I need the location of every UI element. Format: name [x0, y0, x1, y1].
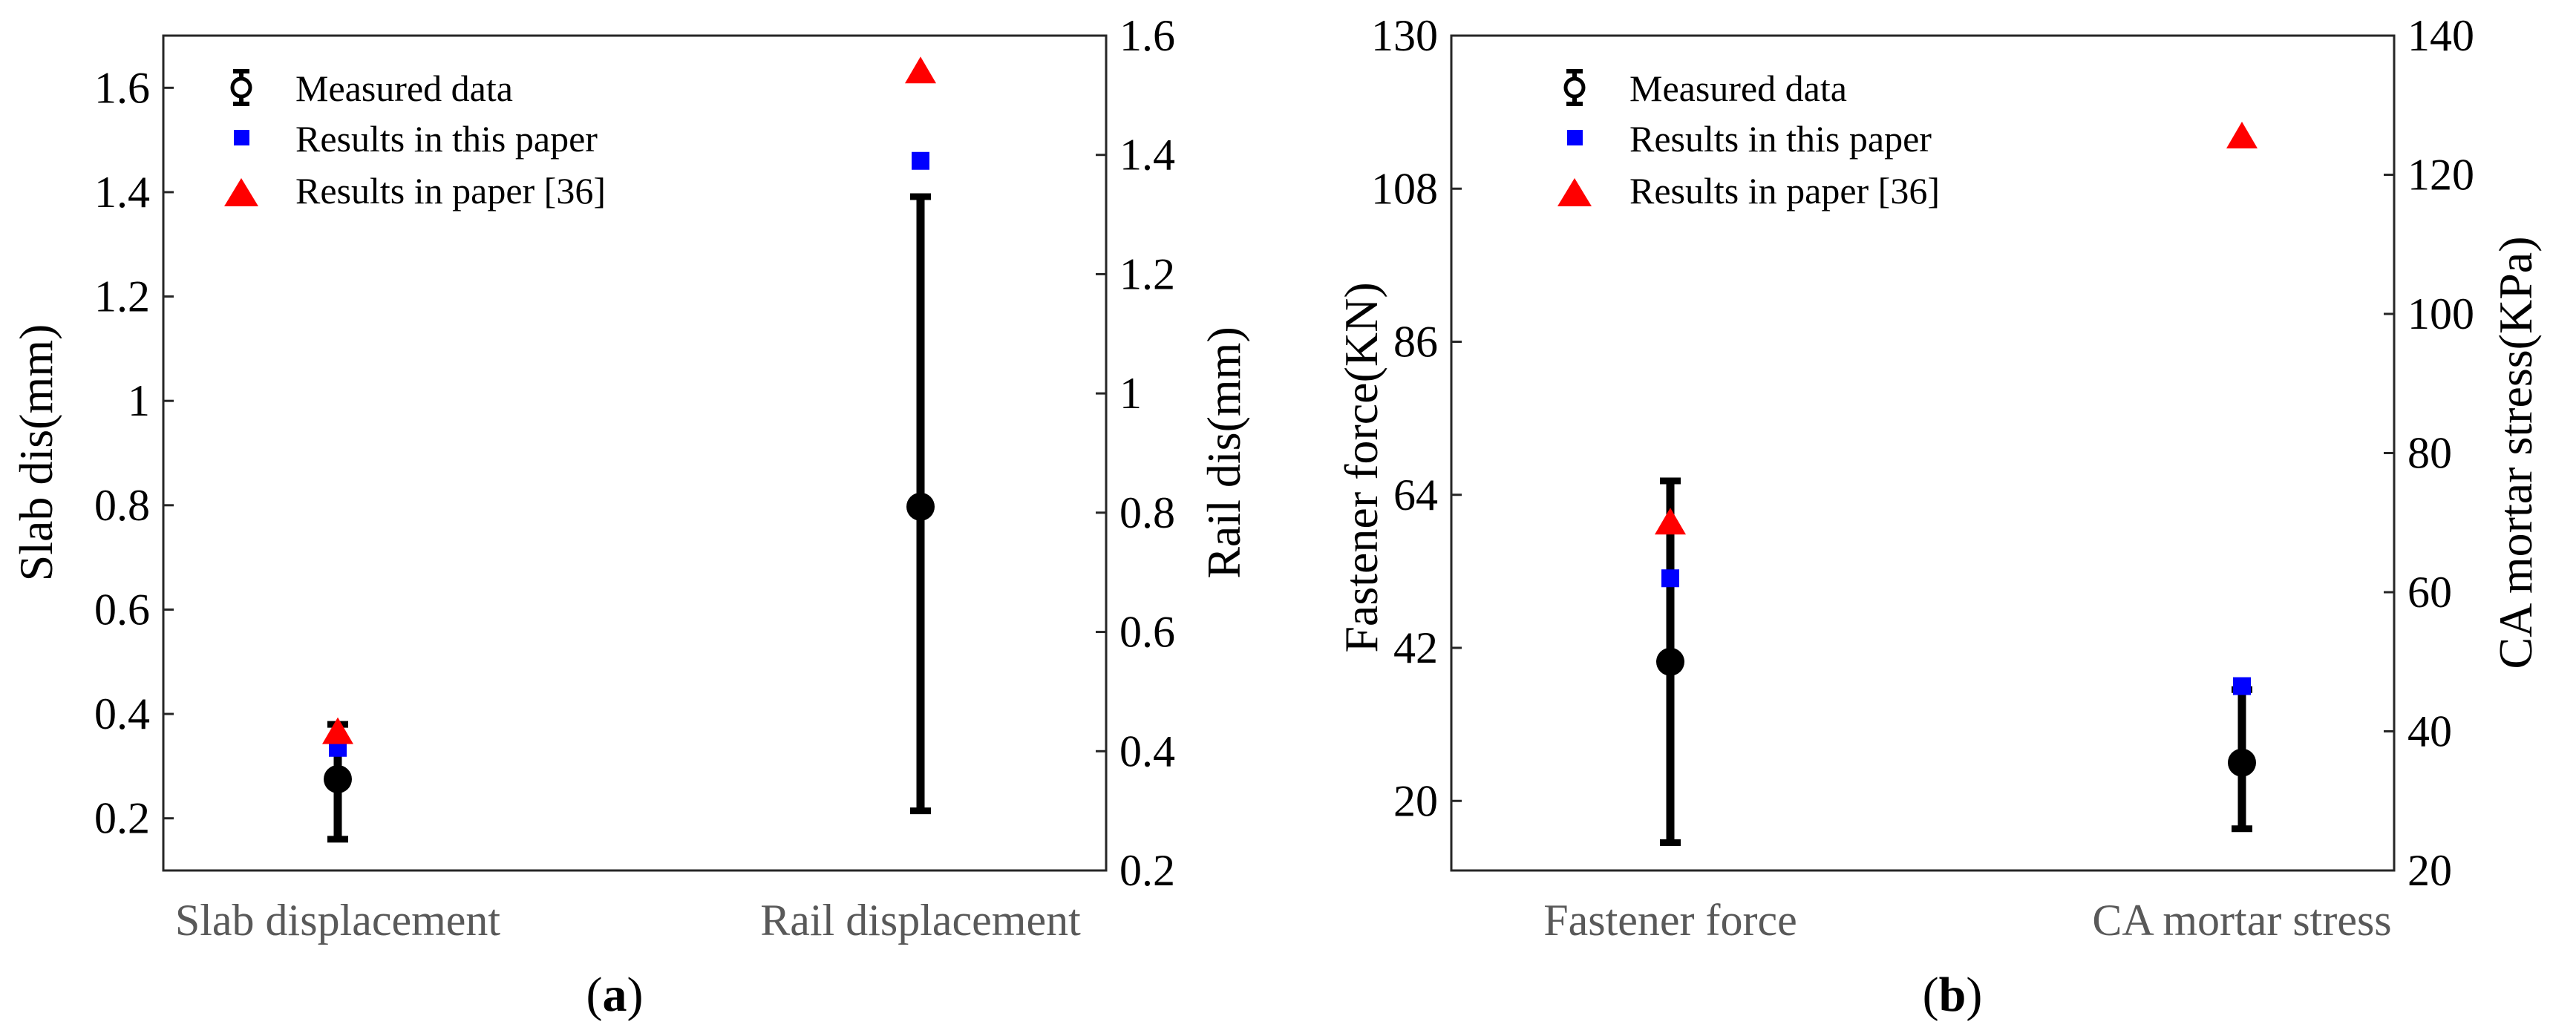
this-paper-point [912, 151, 929, 170]
panel-a-category-label-0: Slab displacement [175, 896, 501, 945]
left-tick-label: 108 [1371, 164, 1438, 213]
right-tick-label: 1.4 [1119, 131, 1175, 180]
measured-point [324, 764, 352, 793]
panel-b: 20 42 64 86 108 130 20 40 60 80 100 120 140 Fastene… [1335, 11, 2542, 1022]
left-tick-label: 1 [128, 376, 150, 425]
legend-this-paper-label: Results in this paper [1629, 118, 1932, 160]
this-paper-point [2233, 677, 2251, 695]
left-tick-label: 86 [1393, 318, 1438, 367]
panel-a-plot-frame [162, 34, 1108, 872]
panel-b-legend: Measured data Results in this paper Resu… [1557, 68, 1940, 211]
legend-this-paper-marker [234, 130, 249, 145]
right-tick-label: 40 [2407, 707, 2452, 756]
right-tick-label: 0.4 [1119, 727, 1175, 775]
legend-paper36-label: Results in paper [36] [1629, 170, 1940, 211]
legend-paper36-marker [1557, 178, 1592, 206]
panel-a-left-axis-label: Slab dis(mm) [10, 324, 62, 582]
panel-a-category-label-1: Rail displacement [760, 896, 1081, 945]
legend-measured-label: Measured data [1629, 68, 1847, 109]
legend-measured-marker [1563, 69, 1586, 106]
paper36-point [2226, 121, 2258, 148]
left-tick-label: 20 [1393, 776, 1438, 825]
panel-b-left-ticks: 20 42 64 86 108 130 [1371, 11, 1462, 825]
this-paper-point [1661, 569, 1679, 588]
left-tick-label: 42 [1393, 623, 1438, 672]
legend-measured-label: Measured data [295, 68, 513, 109]
legend-this-paper-marker [1567, 130, 1583, 145]
panel-b-category-label-1: CA mortar stress [2092, 896, 2391, 945]
panel-a-right-ticks: 0.2 0.4 0.6 0.8 1 1.2 1.4 1.6 [1096, 11, 1175, 895]
left-tick-label: 64 [1393, 470, 1438, 519]
panel-b-right-ticks: 20 40 60 80 100 120 140 [2384, 11, 2474, 895]
right-tick-label: 80 [2407, 429, 2452, 478]
panel-b-marks [1655, 121, 2258, 846]
right-tick-label: 1 [1119, 369, 1142, 418]
legend-paper36-marker [224, 178, 258, 206]
right-tick-label: 1.6 [1119, 11, 1175, 60]
panel-a: 0.2 0.4 0.6 0.8 1 1.2 1.4 1.6 0.2 0.4 0.6 0.8 1 1.2 1… [10, 11, 1250, 1022]
measured-point [906, 492, 935, 521]
left-tick-label: 1.2 [94, 272, 150, 321]
panel-a-marks [322, 56, 936, 843]
right-tick-label: 0.2 [1119, 846, 1175, 895]
panel-b-category-label-0: Fastener force [1543, 896, 1797, 945]
left-tick-label: 0.4 [94, 689, 150, 738]
panel-a-right-axis-label: Rail dis(mm) [1197, 327, 1250, 579]
panel-a-left-ticks: 0.2 0.4 0.6 0.8 1 1.2 1.4 1.6 [94, 63, 174, 843]
left-tick-label: 130 [1371, 11, 1438, 60]
right-tick-label: 100 [2407, 289, 2474, 338]
right-tick-label: 0.8 [1119, 488, 1175, 537]
measured-point [2228, 748, 2256, 777]
legend-this-paper-label: Results in this paper [295, 118, 598, 160]
left-tick-label: 0.2 [94, 794, 150, 843]
measured-point [1656, 647, 1684, 676]
right-tick-label: 120 [2407, 151, 2474, 200]
panel-a-legend: Measured data Results in this paper Resu… [224, 68, 606, 211]
right-tick-label: 60 [2407, 568, 2452, 617]
panel-b-label: (b) [1923, 968, 1983, 1022]
left-tick-label: 1.6 [94, 63, 150, 112]
right-tick-label: 0.6 [1119, 608, 1175, 657]
panel-a-label: (a) [586, 968, 644, 1022]
panel-b-plot-frame [1450, 34, 2396, 872]
right-tick-label: 1.2 [1119, 249, 1175, 298]
legend-paper36-label: Results in paper [36] [295, 170, 606, 211]
left-tick-label: 1.4 [94, 168, 150, 217]
panel-b-right-axis-label: CA mortar stress(KPa) [2489, 236, 2542, 669]
panel-b-left-axis-label: Fastener force(KN) [1335, 282, 1387, 652]
left-tick-label: 0.8 [94, 481, 150, 530]
right-tick-label: 20 [2407, 846, 2452, 895]
right-tick-label: 140 [2407, 11, 2474, 60]
left-tick-label: 0.6 [94, 585, 150, 634]
paper36-point [905, 56, 936, 84]
legend-measured-marker [230, 69, 252, 106]
paper36-point [322, 717, 353, 744]
paper36-point [1655, 508, 1686, 535]
